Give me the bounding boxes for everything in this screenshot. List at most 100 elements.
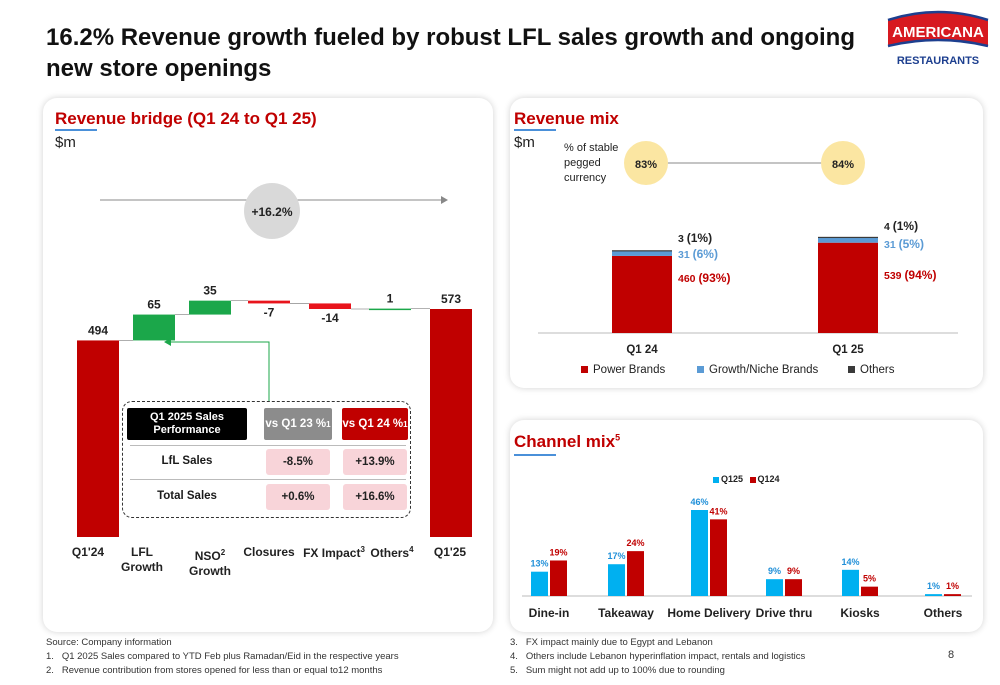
- channel-value-label: 1%: [946, 581, 959, 591]
- bridge-xlabel-closures: Closures: [243, 545, 295, 559]
- legend-label: Growth/Niche Brands: [709, 364, 819, 376]
- table-col-vs-q123: vs Q1 23 % 1: [264, 408, 332, 440]
- mix-xlabel: Q1 25: [832, 344, 864, 356]
- legend-power-brands: Power Brands: [581, 364, 665, 376]
- mix-data-label: 3 (1%): [678, 231, 712, 245]
- channel-bar: [627, 551, 644, 596]
- mix-bar-segment: [818, 236, 878, 239]
- channel-bar: [766, 579, 783, 596]
- slide-title: 16.2% Revenue growth fueled by robust LF…: [46, 24, 855, 82]
- mix-bar-segment: [818, 242, 878, 333]
- bridge-value-label: 1: [387, 292, 394, 306]
- bridge-xlabel-lfl: LFL Growth: [121, 545, 163, 574]
- channel-mix-legend: Q125 Q124: [713, 474, 793, 488]
- channel-value-label: 24%: [626, 538, 644, 548]
- table-cell-total-v2: +16.6%: [343, 484, 407, 510]
- channel-mix-title: Channel mix5: [514, 432, 621, 451]
- revenue-mix-title: Revenue mix: [514, 109, 619, 128]
- mix-bar-segment: [818, 237, 878, 243]
- footnote-3: 3. FX impact mainly due to Egypt and Leb…: [510, 637, 713, 648]
- channel-bar: [925, 594, 942, 596]
- channel-value-label: 17%: [607, 551, 625, 561]
- channel-value-label: 9%: [768, 566, 781, 576]
- page-number: 8: [948, 649, 955, 661]
- channel-value-label: 19%: [549, 547, 567, 557]
- bridge-value-label: 65: [147, 298, 161, 312]
- bridge-xlabel-others: Others4: [370, 545, 414, 560]
- legend-swatch: [749, 476, 756, 483]
- bridge-xlabel-q124: Q1'24: [71, 545, 105, 559]
- mix-bar-segment: [612, 250, 672, 252]
- channel-bar: [944, 594, 961, 596]
- table-divider: [130, 479, 406, 480]
- legend-swatch: [581, 366, 588, 374]
- growth-badge-label: +16.2%: [251, 205, 292, 219]
- channel-xlabel: Home Delivery: [667, 606, 751, 620]
- svg-text:RESTAURANTS: RESTAURANTS: [897, 55, 979, 67]
- table-row-label-total: Total Sales: [157, 490, 217, 502]
- legend-others: Others: [848, 364, 895, 376]
- mix-data-label: 4 (1%): [884, 219, 918, 233]
- revenue-mix-legend: Power Brands Growth/Niche Brands Others: [581, 364, 941, 380]
- footnote-source: Source: Company information: [46, 637, 172, 648]
- revenue-bridge-underline: [55, 129, 97, 131]
- channel-bar: [550, 560, 567, 596]
- channel-value-label: 5%: [863, 574, 876, 584]
- revenue-mix-unit: $m: [514, 134, 535, 151]
- bridge-bar-increase: [189, 300, 231, 315]
- channel-value-label: 13%: [530, 559, 548, 569]
- bridge-value-label: 573: [441, 292, 461, 306]
- mix-bar-segment: [612, 250, 672, 256]
- mix-bar-segment: [612, 255, 672, 333]
- table-divider: [130, 445, 406, 446]
- legend-q125: Q125: [713, 474, 743, 484]
- legend-swatch: [713, 476, 719, 483]
- bridge-bar-total: [77, 340, 119, 537]
- mix-data-label: 460 (93%): [678, 271, 730, 285]
- legend-label: Others: [860, 364, 895, 376]
- bridge-bar-increase: [369, 308, 411, 311]
- channel-value-label: 46%: [690, 497, 708, 507]
- bridge-xlabel-nso: NSO2 Growth: [189, 548, 231, 578]
- revenue-mix-chart: Q1 24 460 (93%) 31 (6%) 3 (1%) Q1 25 539 (94%…: [538, 141, 958, 356]
- channel-xlabel: Drive thru: [756, 606, 813, 620]
- footnote-1: 1. Q1 2025 Sales compared to YTD Feb plu…: [46, 651, 399, 662]
- mix-data-pct: (94%): [904, 268, 936, 282]
- table-cell-total-v1: +0.6%: [266, 484, 330, 510]
- mix-data-label: 31 (5%): [884, 237, 924, 251]
- channel-bar: [531, 571, 548, 596]
- channel-bar: [691, 510, 708, 596]
- channel-bar: [710, 519, 727, 596]
- bridge-bar-decrease: [309, 303, 351, 309]
- legend-label: Power Brands: [593, 364, 666, 376]
- stable-value-q125: 84%: [832, 159, 854, 171]
- bridge-bar-decrease: [248, 300, 290, 304]
- bridge-value-label: -14: [321, 311, 339, 325]
- mix-data-pct: (5%): [899, 237, 924, 251]
- channel-value-label: 9%: [787, 566, 800, 576]
- footnote-2: 2. Revenue contribution from stores open…: [46, 665, 383, 676]
- table-row-label-lfl: LfL Sales: [161, 455, 213, 467]
- channel-mix-chart: 13%19% Dine-in 17%24% Takeaway 46%41% Home De…: [522, 497, 972, 620]
- mix-xlabel: Q1 24: [626, 344, 658, 356]
- footnote-5: 5. Sum might not add up to 100% due to r…: [510, 665, 725, 676]
- channel-xlabel: Kiosks: [840, 606, 880, 620]
- bridge-bar-increase: [133, 314, 175, 341]
- channel-xlabel: Takeaway: [598, 606, 654, 620]
- mix-data-label: 539 (94%): [884, 268, 936, 282]
- footnote-4: 4. Others include Lebanon hyperinflation…: [510, 651, 806, 662]
- stable-value-q124: 83%: [635, 159, 657, 171]
- bridge-value-label: 494: [88, 323, 108, 337]
- legend-q124: Q124: [749, 474, 780, 484]
- table-cell-lfl-v2: +13.9%: [343, 449, 407, 475]
- table-callout-arrowhead: [164, 338, 171, 346]
- channel-mix-panel: [510, 420, 983, 632]
- stable-bubble-q124: [624, 141, 668, 185]
- bridge-xlabel-fx: FX Impact3: [303, 545, 365, 560]
- legend-swatch: [848, 366, 855, 374]
- table-header: Q1 2025 Sales Performance: [127, 408, 247, 440]
- legend-growth-niche: Growth/Niche Brands: [697, 364, 818, 376]
- bridge-xlabel-q125: Q1'25: [433, 545, 467, 559]
- mix-data-label: 31 (6%): [678, 247, 718, 261]
- revenue-bridge-title: Revenue bridge (Q1 24 to Q1 25): [55, 109, 317, 128]
